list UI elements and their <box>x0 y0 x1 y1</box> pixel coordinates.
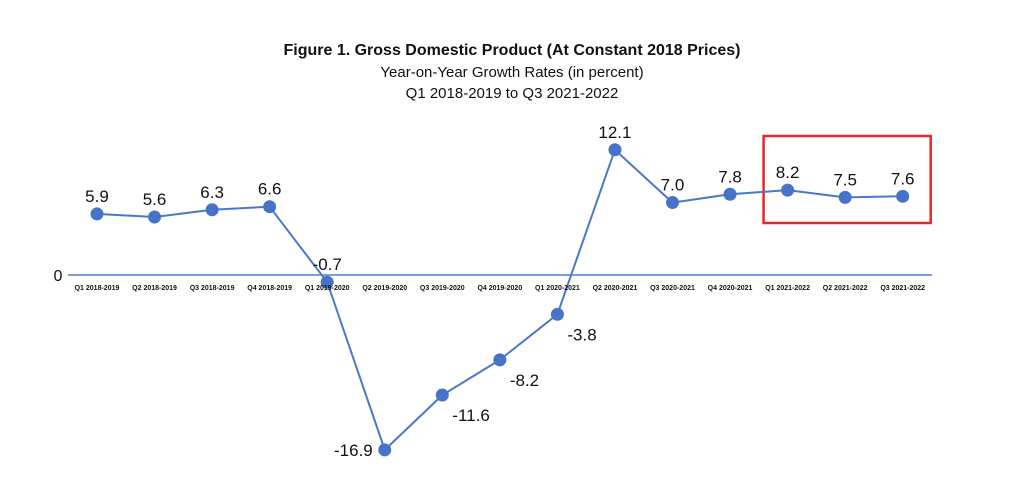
markers-layer <box>90 143 910 457</box>
data-point-marker <box>781 183 795 197</box>
data-label: 8.2 <box>776 163 800 182</box>
x-tick-label: Q4 2018-2019 <box>247 285 292 292</box>
data-label: 12.1 <box>598 123 631 142</box>
data-point-marker <box>435 388 449 402</box>
x-tick-label: Q3 2020-2021 <box>650 285 695 292</box>
data-point-marker <box>608 143 622 157</box>
data-point-marker <box>550 307 564 321</box>
data-label: 5.6 <box>143 190 167 209</box>
data-point-marker <box>148 210 162 224</box>
x-tick-label: Q2 2019-2020 <box>362 285 407 292</box>
data-label: -16.9 <box>334 441 373 460</box>
data-point-marker <box>320 275 334 289</box>
axis-layer: 0 <box>54 268 932 285</box>
data-label: 6.3 <box>200 183 224 202</box>
x-tick-label: Q3 2018-2019 <box>190 285 235 292</box>
data-label: -0.7 <box>313 255 342 274</box>
data-label: 7.8 <box>718 167 742 186</box>
highlight-layer <box>762 134 932 225</box>
chart-title-block: Figure 1. Gross Domestic Product (At Con… <box>0 40 1024 104</box>
data-point-marker <box>90 207 104 221</box>
data-point-marker <box>666 196 679 210</box>
x-tick-label: Q2 2018-2019 <box>132 285 177 292</box>
data-point-marker <box>263 200 277 214</box>
x-tick-label: Q1 2020-2021 <box>535 285 580 292</box>
data-label: 7.6 <box>891 169 915 188</box>
data-label: 7.0 <box>661 176 685 195</box>
data-point-marker <box>493 353 507 367</box>
highlight-box <box>762 134 932 225</box>
chart-title: Figure 1. Gross Domestic Product (At Con… <box>283 42 741 59</box>
x-tick-labels-layer: Q1 2018-2019 Q2 2018-2019 Q3 2018-2019 Q4 2… <box>75 285 926 292</box>
chart-subtitle: Year-on-Year Growth Rates (in percent) <box>380 64 644 81</box>
x-tick-label: Q1 2018-2019 <box>75 285 120 292</box>
data-point-marker <box>205 203 219 217</box>
x-tick-label: Q1 2021-2022 <box>765 285 810 292</box>
data-label: -11.6 <box>452 406 490 425</box>
x-tick-label: Q2 2021-2022 <box>823 285 868 292</box>
data-labels-layer: 5.9 5.6 6.3 6.6 -0.7 -16.9 -11.6 -8.2 -3.8 12.1 7.… <box>85 123 914 460</box>
data-point-marker <box>378 443 392 457</box>
data-point-marker <box>896 189 910 203</box>
x-tick-label: Q3 2021-2022 <box>880 285 925 292</box>
x-tick-label: Q2 2020-2021 <box>593 285 638 292</box>
data-label: 5.9 <box>85 187 109 206</box>
chart-period: Q1 2018-2019 to Q3 2021-2022 <box>405 85 619 102</box>
x-tick-label: Q1 2019-2020 <box>305 285 350 292</box>
zero-axis-label: 0 <box>54 268 63 285</box>
x-tick-label: Q4 2020-2021 <box>708 285 753 292</box>
x-tick-label: Q3 2019-2020 <box>420 285 465 292</box>
data-point-marker <box>838 190 852 204</box>
data-label: -8.2 <box>510 371 539 390</box>
x-tick-label: Q4 2019-2020 <box>477 285 522 292</box>
data-label: 7.5 <box>833 170 857 189</box>
data-point-marker <box>723 187 737 201</box>
data-label: -3.8 <box>567 325 596 344</box>
data-label: 6.6 <box>258 180 282 199</box>
